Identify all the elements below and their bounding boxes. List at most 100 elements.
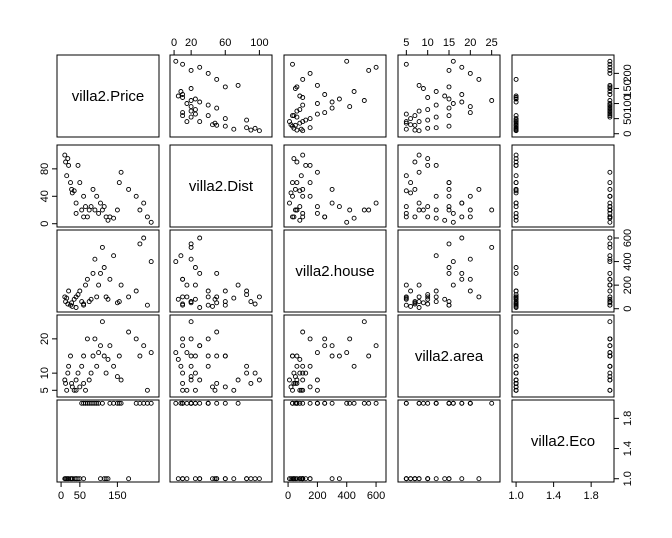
point-r3-c0-20	[94, 363, 100, 369]
point-r0-c2-35	[373, 64, 379, 70]
point-r0-c4-37	[607, 58, 613, 64]
point-r1-c4-26	[513, 217, 519, 223]
point-r0-c1-12	[188, 114, 194, 120]
point-r0-c1-14	[192, 111, 198, 117]
point-r0-c1-10	[244, 117, 250, 123]
point-r2-c3-7	[408, 303, 414, 309]
point-r3-c2-21	[314, 350, 320, 356]
bottom-ticklabel-c4-2: 1.8	[584, 490, 599, 502]
point-r1-c0-21	[96, 210, 102, 216]
point-r1-c2-0	[300, 152, 306, 158]
point-r1-c3-35	[459, 200, 465, 206]
point-r3-c4-26	[513, 356, 519, 362]
point-r3-c4-37	[607, 350, 613, 356]
point-r4-c2-36	[290, 400, 295, 406]
point-r4-c1-26	[175, 476, 181, 482]
point-r0-c1-17	[192, 107, 198, 113]
point-r4-c2-29	[292, 400, 298, 406]
point-r3-c4-31	[607, 377, 613, 383]
point-r0-c4-19	[607, 104, 613, 110]
point-r3-c1-14	[192, 387, 198, 393]
right-ticklabel-r4-1: 1.4	[622, 441, 634, 456]
point-r4-c1-2	[231, 476, 237, 482]
right-ticklabel-r4-0: 1.0	[622, 471, 634, 486]
point-r1-c0-14	[83, 204, 88, 210]
point-r0-c3-37	[450, 58, 456, 64]
point-r0-c1-32	[214, 76, 220, 82]
point-r1-c0-11	[77, 180, 83, 186]
point-r1-c3-31	[416, 169, 422, 175]
point-r2-c3-28	[433, 253, 439, 259]
point-r1-c3-18	[446, 186, 452, 192]
point-r4-c0-23	[99, 400, 105, 406]
point-r2-c1-25	[180, 294, 186, 300]
point-r1-c0-0	[62, 152, 68, 158]
point-r1-c3-0	[416, 152, 422, 158]
point-r4-c1-11	[222, 476, 228, 482]
point-r1-c3-19	[467, 207, 473, 213]
point-r2-c1-24	[192, 265, 198, 270]
point-r1-c4-7	[513, 190, 519, 196]
point-r4-c1-0	[256, 476, 262, 482]
point-r3-c4-39	[513, 380, 519, 386]
point-r0-c2-30	[294, 84, 300, 90]
point-r2-c1-34	[188, 241, 194, 247]
point-r4-c3-38	[403, 476, 409, 482]
point-r0-c2-26	[297, 93, 303, 99]
panel-frame-r3-c1	[169, 314, 273, 398]
point-r2-c3-15	[467, 276, 473, 282]
point-r1-c0-30	[116, 180, 122, 186]
point-r3-c0-4	[66, 363, 72, 369]
point-r1-c0-1	[63, 159, 69, 165]
point-r2-c0-36	[144, 302, 150, 308]
point-r3-c0-27	[107, 343, 113, 349]
point-r1-c3-9	[416, 200, 422, 206]
point-r2-c4-17	[607, 296, 613, 302]
point-r2-c1-14	[192, 282, 198, 288]
point-r0-c2-6	[292, 122, 298, 128]
point-r1-c3-13	[446, 193, 452, 199]
point-r4-c1-37	[173, 400, 179, 406]
point-r3-c0-19	[92, 336, 98, 342]
point-r0-c2-9	[287, 119, 292, 125]
point-r1-c0-35	[141, 200, 147, 206]
point-r0-c1-39	[180, 113, 186, 119]
point-r3-c1-7	[210, 384, 215, 390]
point-r1-c2-26	[297, 217, 303, 223]
point-r2-c4-38	[513, 294, 519, 300]
point-r2-c4-22	[513, 270, 519, 276]
point-r3-c0-0	[62, 377, 68, 383]
point-r2-c1-1	[248, 299, 254, 305]
point-r4-c3-33	[467, 400, 473, 406]
point-r2-c1-20	[205, 294, 211, 300]
point-r0-c3-17	[425, 107, 431, 113]
bottom-ticklabel-c2-1: 200	[308, 490, 326, 502]
right-ticklabel-r0-3: 150	[622, 79, 634, 97]
point-r2-c0-17	[88, 296, 94, 302]
point-r1-c3-21	[450, 210, 456, 216]
point-r3-c1-4	[244, 363, 250, 369]
point-r0-c1-2	[231, 126, 237, 132]
point-r1-c2-32	[300, 186, 306, 192]
point-r3-c2-19	[347, 336, 353, 342]
point-r0-c1-22	[197, 99, 203, 105]
point-r1-c2-30	[294, 180, 300, 186]
point-r3-c1-3	[252, 370, 258, 376]
point-r1-c0-31	[118, 169, 124, 175]
right-ticklabel-r2-1: 200	[622, 276, 634, 294]
point-r4-c1-24	[192, 476, 198, 482]
point-r0-c1-34	[188, 67, 194, 73]
bottom-ticklabel-c4-1: 1.4	[546, 490, 561, 502]
point-r0-c4-11	[513, 116, 519, 122]
point-r1-c0-29	[114, 207, 120, 213]
point-r2-c3-35	[459, 235, 465, 241]
point-r2-c4-18	[607, 270, 613, 276]
point-r0-c3-14	[403, 111, 409, 117]
point-r1-c3-15	[467, 214, 473, 220]
point-r4-c3-35	[459, 400, 465, 406]
point-r1-c3-7	[408, 190, 414, 196]
top-ticklabel-c3-0: 5	[403, 37, 409, 49]
point-r1-c4-11	[513, 180, 519, 186]
point-r1-c2-38	[300, 210, 306, 216]
point-r0-c4-18	[607, 105, 613, 111]
